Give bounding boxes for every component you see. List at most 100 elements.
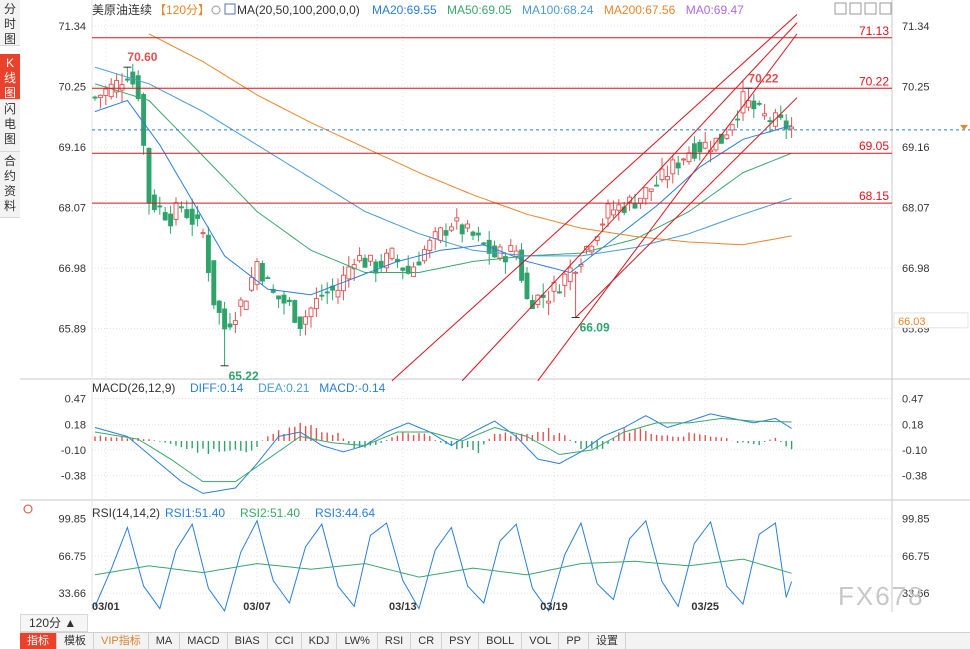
toolbar-item-4[interactable]: MACD <box>180 633 228 649</box>
candle-body-94 <box>600 223 606 226</box>
toolbar-item-9[interactable]: RSI <box>378 633 412 649</box>
rsi-left-tick-2: 33.66 <box>58 588 86 600</box>
candle-body-95 <box>605 203 611 219</box>
candle-body-2 <box>103 88 109 96</box>
legend-ma100: MA100:68.24 <box>522 3 594 17</box>
level-label-0: 71.13 <box>859 24 889 38</box>
legend-ma200: MA200:67.56 <box>604 3 676 17</box>
candle-body-53 <box>378 260 384 268</box>
ma-line-ma20 <box>94 99 792 296</box>
candle-body-59 <box>411 266 417 277</box>
toolbar-item-13[interactable]: VOL <box>522 633 560 649</box>
channel-line-2 <box>537 33 798 382</box>
right-label-ma200: 66.03 <box>898 316 926 328</box>
price-left-tick-3: 69.16 <box>58 142 86 154</box>
candle-body-32 <box>265 277 271 280</box>
tab-flash[interactable]: 闪电图 <box>0 100 20 152</box>
candle-body-117 <box>724 134 730 139</box>
rsi-right-tick-2: 33.66 <box>902 588 930 600</box>
candle-body-9 <box>141 94 147 146</box>
candle-body-86 <box>556 291 562 294</box>
toolbar-item-12[interactable]: BOLL <box>479 633 523 649</box>
macd-legend-title: MACD(26,12,9) <box>92 381 175 395</box>
candle-body-43 <box>324 291 330 294</box>
candle-body-111 <box>691 143 697 159</box>
candle-body-6 <box>124 78 130 81</box>
x-tick-label-1: 03/07 <box>243 601 271 613</box>
candle-body-41 <box>313 298 319 310</box>
candle-body-49 <box>357 255 363 262</box>
toolbar-item-3[interactable]: MA <box>149 633 181 649</box>
candle-body-1 <box>97 94 103 99</box>
rsi-left-tick-0: 99.85 <box>58 514 86 526</box>
legend-symbol: 美原油连续 <box>92 2 152 17</box>
right-tick-3: 68.07 <box>902 203 930 215</box>
current-price-marker <box>960 124 968 130</box>
candle-body-120 <box>740 91 746 114</box>
macd-right-tick-3: -0.38 <box>902 470 927 482</box>
candle-body-50 <box>362 257 368 268</box>
candle-body-72 <box>481 242 487 245</box>
candle-body-66 <box>448 226 454 231</box>
toolbar-item-8[interactable]: LW% <box>337 633 378 649</box>
legend-toggle-icon <box>211 5 221 15</box>
rsi-legend-2: RSI3:44.64 <box>315 506 375 520</box>
candle-body-48 <box>351 264 357 270</box>
candle-body-107 <box>670 159 676 175</box>
candle-body-78 <box>513 250 519 257</box>
candle-body-101 <box>637 197 643 204</box>
candle-body-52 <box>373 261 379 274</box>
candle-body-123 <box>756 102 762 105</box>
toolbar-item-1[interactable]: 模板 <box>57 633 94 649</box>
candle-body-65 <box>443 230 449 236</box>
candle-body-29 <box>249 276 255 291</box>
candle-body-31 <box>259 262 265 282</box>
period-selector[interactable]: 120分 ▲ <box>20 614 88 632</box>
toolbar-item-14[interactable]: PP <box>559 633 589 649</box>
candle-body-77 <box>508 245 514 252</box>
candle-body-22 <box>211 260 217 306</box>
toolbar-item-2[interactable]: VIP指标 <box>94 633 149 649</box>
candle-body-80 <box>524 272 530 300</box>
toolbar-item-0[interactable]: 指标 <box>20 633 57 649</box>
candle-body-19 <box>195 214 201 219</box>
macd-left-tick-3: -0.38 <box>61 470 86 482</box>
level-label-3: 68.15 <box>859 189 889 203</box>
candle-body-16 <box>178 206 184 209</box>
x-tick-label-4: 03/25 <box>691 601 719 613</box>
close-icon <box>879 2 892 15</box>
candle-body-54 <box>384 252 390 269</box>
candle-body-69 <box>465 223 471 229</box>
candle-body-122 <box>751 100 757 110</box>
channel-line-1 <box>461 22 798 382</box>
rsi2-line <box>94 558 792 578</box>
candle-body-55 <box>389 247 395 260</box>
candle-body-81 <box>529 300 535 310</box>
candle-body-25 <box>227 323 233 328</box>
candle-body-97 <box>616 204 622 211</box>
tab-time-sharing[interactable]: 分时图 <box>0 0 20 46</box>
candle-body-87 <box>562 273 568 286</box>
rsi-legend-0: RSI1:51.40 <box>165 506 225 520</box>
toolbar-item-5[interactable]: BIAS <box>228 633 268 649</box>
candle-body-23 <box>216 300 222 313</box>
price-left-tick-4: 70.25 <box>58 82 86 94</box>
candle-body-105 <box>659 168 665 181</box>
toolbar-item-10[interactable]: CR <box>411 633 443 649</box>
candle-body-21 <box>205 234 211 273</box>
right-tick-4: 66.98 <box>902 263 930 275</box>
candle-body-104 <box>654 184 660 187</box>
toolbar-item-11[interactable]: PSY <box>442 633 480 649</box>
candle-body-89 <box>573 271 579 274</box>
toolbar-item-7[interactable]: KDJ <box>302 633 338 649</box>
toolbar-item-15[interactable]: 设置 <box>589 633 626 649</box>
macd-left-tick-2: -0.10 <box>61 445 86 457</box>
candle-body-36 <box>286 299 292 303</box>
candle-body-60 <box>416 261 422 266</box>
toolbar-item-6[interactable]: CCI <box>268 633 302 649</box>
tab-contract-info[interactable]: 合约资料 <box>0 152 20 218</box>
candle-body-58 <box>405 265 411 274</box>
candle-body-39 <box>303 316 309 325</box>
candle-body-57 <box>400 267 406 271</box>
